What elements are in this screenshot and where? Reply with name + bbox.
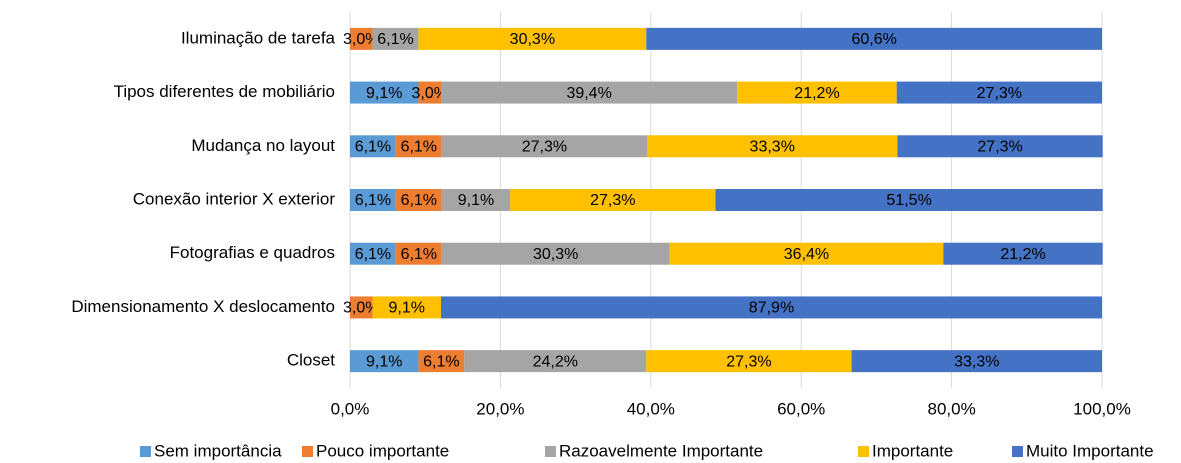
legend-swatch bbox=[858, 446, 869, 457]
data-label: 33,3% bbox=[954, 353, 999, 370]
bar-segment bbox=[372, 27, 419, 50]
data-label: 36,4% bbox=[784, 246, 829, 263]
legend-swatch bbox=[545, 446, 556, 457]
category-label: Iluminação de tarefa bbox=[181, 28, 336, 47]
bar-segment bbox=[418, 350, 465, 373]
data-label: 6,1% bbox=[377, 31, 413, 48]
bar-segment bbox=[395, 242, 442, 265]
data-label: 33,3% bbox=[750, 139, 795, 156]
bar-segment bbox=[441, 242, 670, 265]
bar-segment bbox=[943, 242, 1103, 265]
bar-segment bbox=[440, 296, 1102, 319]
bar-segment bbox=[646, 350, 852, 373]
bar-segment bbox=[350, 27, 373, 50]
data-label: 30,3% bbox=[510, 31, 555, 48]
data-label: 27,3% bbox=[726, 353, 771, 370]
data-label: 87,9% bbox=[749, 300, 794, 317]
bar-segment bbox=[851, 350, 1102, 373]
category-label: Fotografias e quadros bbox=[170, 243, 335, 262]
bar-segment bbox=[395, 189, 442, 211]
data-label: 51,5% bbox=[886, 192, 931, 209]
data-label: 21,2% bbox=[1000, 246, 1045, 263]
data-label: 21,2% bbox=[794, 85, 839, 102]
x-tick-label: 0,0% bbox=[331, 399, 370, 418]
bar-segment bbox=[669, 242, 944, 265]
bar-segment bbox=[350, 242, 396, 265]
bar-segment bbox=[715, 189, 1103, 211]
bar-segment bbox=[737, 81, 897, 104]
bar-segment bbox=[395, 135, 442, 158]
data-label: 6,1% bbox=[401, 192, 437, 209]
legend-label: Razoavelmente Importante bbox=[559, 441, 763, 460]
legend-label: Sem importância bbox=[154, 441, 282, 460]
bar-segment bbox=[350, 81, 419, 104]
data-label: 6,1% bbox=[355, 139, 391, 156]
bar-segment bbox=[647, 135, 898, 158]
x-tick-label: 20,0% bbox=[476, 399, 524, 418]
x-tick-label: 40,0% bbox=[627, 399, 675, 418]
legend-swatch bbox=[140, 446, 151, 457]
bar-segment bbox=[418, 27, 647, 50]
bar-segment bbox=[350, 135, 396, 158]
data-label: 60,6% bbox=[851, 31, 896, 48]
bar-segment bbox=[440, 81, 738, 104]
category-label: Dimensionamento X deslocamento bbox=[71, 297, 335, 316]
bar-segment bbox=[350, 296, 373, 319]
bar-segment bbox=[350, 189, 396, 211]
category-label: Mudança no layout bbox=[191, 136, 335, 155]
bar-segment bbox=[350, 350, 419, 373]
category-label: Tipos diferentes de mobiliário bbox=[114, 82, 335, 101]
legend-label: Muito Importante bbox=[1026, 441, 1154, 460]
bar-segment bbox=[646, 27, 1102, 50]
bar-segment bbox=[464, 350, 647, 373]
category-label: Conexão interior X exterior bbox=[133, 189, 336, 208]
data-label: 6,1% bbox=[355, 246, 391, 263]
data-label: 9,1% bbox=[458, 192, 494, 209]
data-label: 3,0% bbox=[343, 300, 379, 317]
data-label: 6,1% bbox=[401, 246, 437, 263]
data-label: 9,1% bbox=[366, 353, 402, 370]
data-label: 6,1% bbox=[423, 353, 459, 370]
bar-segment bbox=[418, 81, 441, 104]
data-label: 27,3% bbox=[590, 192, 635, 209]
data-label: 9,1% bbox=[389, 300, 425, 317]
x-tick-label: 80,0% bbox=[927, 399, 975, 418]
data-label: 24,2% bbox=[533, 353, 578, 370]
legend-label: Pouco importante bbox=[316, 441, 449, 460]
legend-swatch bbox=[302, 446, 313, 457]
bar-segment bbox=[441, 135, 648, 158]
data-label: 3,0% bbox=[411, 85, 447, 102]
data-label: 6,1% bbox=[401, 139, 437, 156]
category-label: Closet bbox=[287, 351, 335, 370]
bar-segment bbox=[897, 135, 1103, 158]
bar-segment bbox=[896, 81, 1102, 104]
data-label: 27,3% bbox=[977, 85, 1022, 102]
bar-segment bbox=[372, 296, 441, 319]
data-label: 27,3% bbox=[977, 139, 1022, 156]
bar-segment bbox=[510, 189, 716, 211]
legend-label: Importante bbox=[872, 441, 953, 460]
x-tick-label: 60,0% bbox=[777, 399, 825, 418]
bar-segment bbox=[441, 189, 511, 211]
data-label: 39,4% bbox=[566, 85, 611, 102]
data-label: 30,3% bbox=[533, 246, 578, 263]
data-label: 3,0% bbox=[343, 31, 379, 48]
data-label: 6,1% bbox=[355, 192, 391, 209]
x-tick-label: 100,0% bbox=[1073, 399, 1131, 418]
data-label: 27,3% bbox=[522, 139, 567, 156]
legend-swatch bbox=[1012, 446, 1023, 457]
data-label: 9,1% bbox=[366, 85, 402, 102]
